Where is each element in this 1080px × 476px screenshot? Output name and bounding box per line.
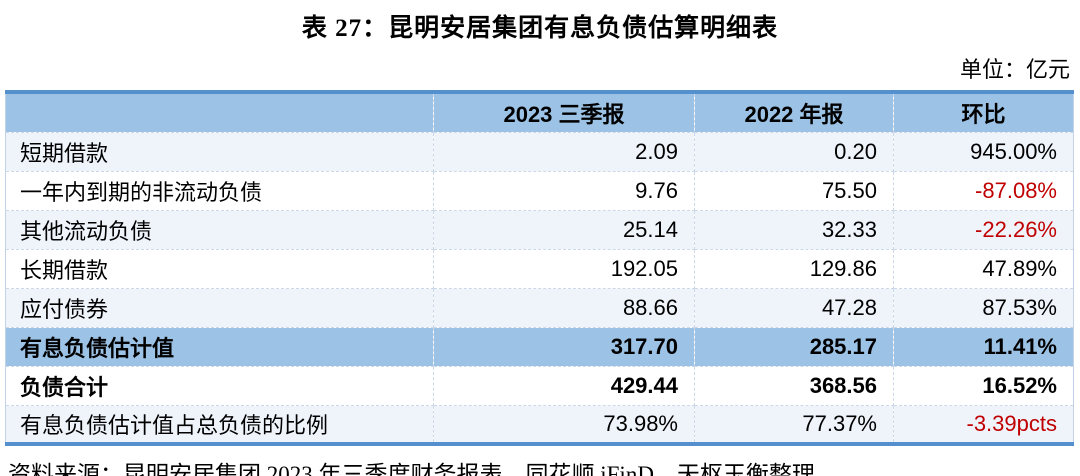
row-label: 有息负债估计值占总负债的比例 [5,404,434,445]
value-2023q3: 317.70 [433,326,695,367]
table-row: 有息负债估计值占总负债的比例 73.98% 77.37% -3.39pcts [5,404,1074,445]
table-row: 应付债券 88.66 47.28 87.53% [5,287,1074,328]
value-change: 945.00% [893,131,1074,172]
value-change: -87.08% [893,170,1074,211]
value-change: 16.52% [893,365,1074,406]
table-body: 短期借款 2.09 0.20 945.00% 一年内到期的非流动负债 9.76 75.50-… [5,131,1074,445]
table-row: 一年内到期的非流动负债 9.76 75.50 -87.08% [5,170,1074,211]
report-page: 表 27：昆明安居集团有息负债估算明细表 单位：亿元 2023 三季报 2022… [0,8,1080,476]
value-2022annual: 129.86 [694,248,894,289]
value-2022annual: 368.56 [694,365,894,406]
value-2022annual: 32.33 [694,209,894,250]
row-label: 其他流动负债 [5,209,434,250]
value-2022annual: 47.28 [694,287,894,328]
value-2023q3: 9.76 [433,170,695,211]
value-2022annual: 75.50 [694,170,894,211]
table-row: 有息负债估计值 317.70 285.17 11.41% [5,326,1074,367]
value-change: -3.39pcts [893,404,1074,445]
source-note: 资料来源：昆明安居集团 2023 年三季度财务报表，同花顺 iFinD，天枢玉衡… [8,462,838,476]
value-2022annual: 285.17 [694,326,894,367]
row-label: 有息负债估计值 [5,326,434,367]
table-title: 表 27：昆明安居集团有息负债估算明细表 [301,15,779,42]
row-label: 短期借款 [5,131,434,172]
col-header-change: 环比 [893,91,1074,133]
row-label: 应付债券 [5,287,434,328]
value-2022annual: 0.20 [694,131,894,172]
header-row: 2023 三季报 2022 年报 环比 [5,91,1074,133]
col-header-2023q3: 2023 三季报 [433,91,695,133]
debt-detail-table: 2023 三季报 2022 年报 环比 短期借款 2.09 0.20 945.00% 一… [5,90,1074,446]
table-row: 其他流动负债 25.14 32.33 -22.26% [5,209,1074,250]
row-label: 长期借款 [5,248,434,289]
row-label: 负债合计 [5,365,434,406]
value-change: 87.53% [893,287,1074,328]
col-header-item [5,91,434,133]
value-change: -22.26% [893,209,1074,250]
value-2023q3: 192.05 [433,248,695,289]
value-change: 47.89% [893,248,1074,289]
unit-label: 单位：亿元 [959,57,1070,82]
value-change: 11.41% [893,326,1074,367]
value-2023q3: 88.66 [433,287,695,328]
table-row: 短期借款 2.09 0.20 945.00% [5,131,1074,172]
table-row: 负债合计 429.44 368.56 16.52% [5,365,1074,406]
value-2022annual: 77.37% [694,404,894,445]
col-header-2022annual: 2022 年报 [694,91,894,133]
table-row: 长期借款 192.05 129.86 47.89% [5,248,1074,289]
row-label: 一年内到期的非流动负债 [5,170,434,211]
value-2023q3: 2.09 [433,131,695,172]
value-2023q3: 429.44 [433,365,695,406]
value-2023q3: 73.98% [433,404,695,445]
value-2023q3: 25.14 [433,209,695,250]
